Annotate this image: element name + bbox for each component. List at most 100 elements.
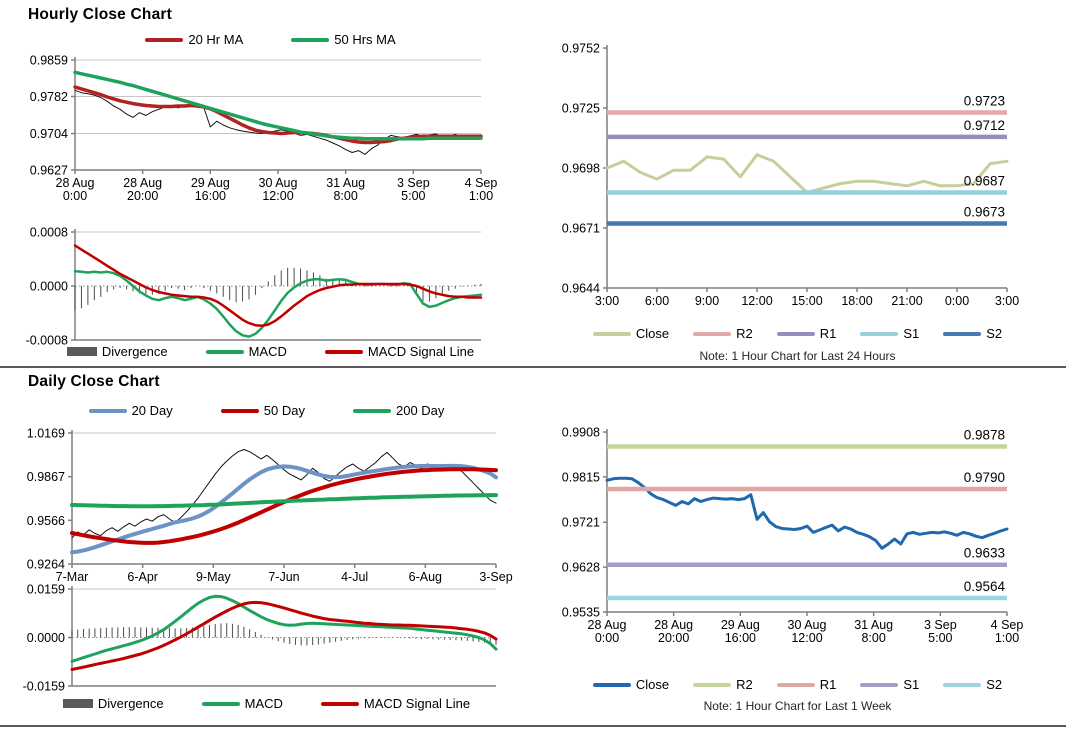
legend-item-50-day: 50 Day [220, 403, 305, 418]
svg-text:9:00: 9:00 [695, 294, 719, 308]
legend-item-s1: S1 [860, 677, 919, 692]
legend-label: 50 Hrs MA [334, 32, 396, 47]
legend-swatch [66, 347, 97, 356]
legend-item-20-hr-ma: 20 Hr MA [145, 32, 243, 47]
svg-text:0.9790: 0.9790 [964, 470, 1005, 485]
legend-item-s1: S1 [860, 326, 919, 341]
svg-text:0.9752: 0.9752 [562, 42, 600, 56]
legend-swatch [205, 349, 244, 354]
svg-text:0.9723: 0.9723 [964, 93, 1005, 108]
legend-item-20-day: 20 Day [88, 403, 173, 418]
legend-item-macd: MACD [201, 696, 283, 711]
hourly-macd-legend: Divergence MACD MACD Signal Line [18, 344, 523, 359]
legend-swatch [943, 682, 982, 687]
legend-item-close: Close [592, 677, 670, 692]
legend-label: Close [635, 677, 670, 692]
legend-label: R1 [819, 326, 837, 341]
legend-label: 50 Day [263, 403, 305, 418]
legend-label: R2 [736, 677, 753, 692]
svg-text:0.9859: 0.9859 [30, 54, 68, 68]
daily-macd-legend: Divergence MACD MACD Signal Line [10, 696, 523, 711]
legend-item-r1: R1 [776, 326, 837, 341]
legend-label: R1 [819, 677, 837, 692]
svg-text:0.0008: 0.0008 [30, 226, 68, 240]
svg-text:6-Apr: 6-Apr [127, 570, 158, 584]
legend-item-50-hrs-ma: 50 Hrs MA [291, 32, 396, 47]
svg-text:6:00: 6:00 [645, 294, 669, 308]
hourly-pivot-legend: Close R2 R1 S1 S2 [545, 326, 1050, 341]
legend-label: S2 [986, 326, 1003, 341]
svg-text:0.9815: 0.9815 [562, 470, 600, 484]
svg-text:-0.0008: -0.0008 [26, 334, 68, 348]
svg-text:0.9535: 0.9535 [562, 606, 600, 620]
legend-label: MACD Signal Line [363, 696, 471, 711]
legend-swatch [860, 682, 899, 687]
svg-text:0.9782: 0.9782 [30, 90, 68, 104]
svg-text:0.9687: 0.9687 [964, 173, 1005, 188]
hourly-section-title: Hourly Close Chart [28, 6, 172, 23]
legend-swatch [62, 699, 93, 708]
legend-label: 200 Day [395, 403, 445, 418]
legend-swatch [592, 331, 631, 336]
svg-text:0:00: 0:00 [945, 294, 969, 308]
svg-text:9-May: 9-May [196, 570, 231, 584]
legend-item-r1: R1 [776, 677, 837, 692]
hourly-pivot-note: Note: 1 Hour Chart for Last 24 Hours [699, 349, 896, 363]
svg-text:0.9566: 0.9566 [27, 514, 65, 528]
legend-label: S1 [903, 677, 920, 692]
weekly-pivot-note: Note: 1 Hour Chart for Last 1 Week [703, 699, 892, 713]
svg-text:0.9712: 0.9712 [964, 118, 1005, 133]
section-divider [0, 366, 1066, 368]
legend-item-s2: S2 [943, 326, 1002, 341]
hourly-macd-chart-svg: 0.0008 0.0000 -0.0008 [26, 226, 483, 348]
daily-close-legend: 20 Day 50 Day 200 Day [10, 403, 523, 418]
svg-text:7-Jun: 7-Jun [268, 570, 299, 584]
legend-swatch [352, 408, 391, 413]
svg-text:0.9673: 0.9673 [964, 205, 1005, 220]
svg-text:0.9721: 0.9721 [562, 516, 600, 530]
legend-swatch [693, 682, 732, 687]
svg-text:4-Jul: 4-Jul [341, 570, 368, 584]
legend-item-r2: R2 [693, 677, 753, 692]
legend-item-close: Close [592, 326, 669, 341]
legend-item-macd: MACD [205, 344, 287, 359]
legend-swatch [776, 331, 815, 336]
svg-text:0.0000: 0.0000 [27, 631, 65, 645]
svg-text:0.9878: 0.9878 [964, 427, 1005, 442]
svg-text:3-Sep: 3-Sep [479, 570, 512, 584]
legend-swatch [860, 331, 899, 336]
svg-text:-0.0159: -0.0159 [23, 680, 65, 694]
svg-text:0.9704: 0.9704 [30, 127, 68, 141]
legend-item-macd-signal-line: MACD Signal Line [324, 344, 474, 359]
legend-swatch [693, 331, 732, 336]
legend-item-divergence: Divergence [66, 344, 168, 359]
legend-swatch [201, 701, 240, 706]
svg-text:0.9698: 0.9698 [562, 162, 600, 176]
legend-swatch [220, 408, 259, 413]
svg-text:1.0169: 1.0169 [27, 427, 65, 441]
legend-item-divergence: Divergence [62, 696, 164, 711]
svg-text:18:00: 18:00 [841, 294, 872, 308]
legend-swatch [943, 331, 982, 336]
svg-text:0.9725: 0.9725 [562, 102, 600, 116]
svg-text:15:00: 15:00 [791, 294, 822, 308]
svg-text:0.0000: 0.0000 [30, 280, 68, 294]
svg-text:0.9671: 0.9671 [562, 222, 600, 236]
svg-text:3:00: 3:00 [595, 294, 619, 308]
legend-item-s2: S2 [943, 677, 1002, 692]
legend-label: MACD [244, 696, 283, 711]
svg-text:0.9564: 0.9564 [964, 579, 1006, 594]
svg-text:0.9633: 0.9633 [964, 546, 1005, 561]
